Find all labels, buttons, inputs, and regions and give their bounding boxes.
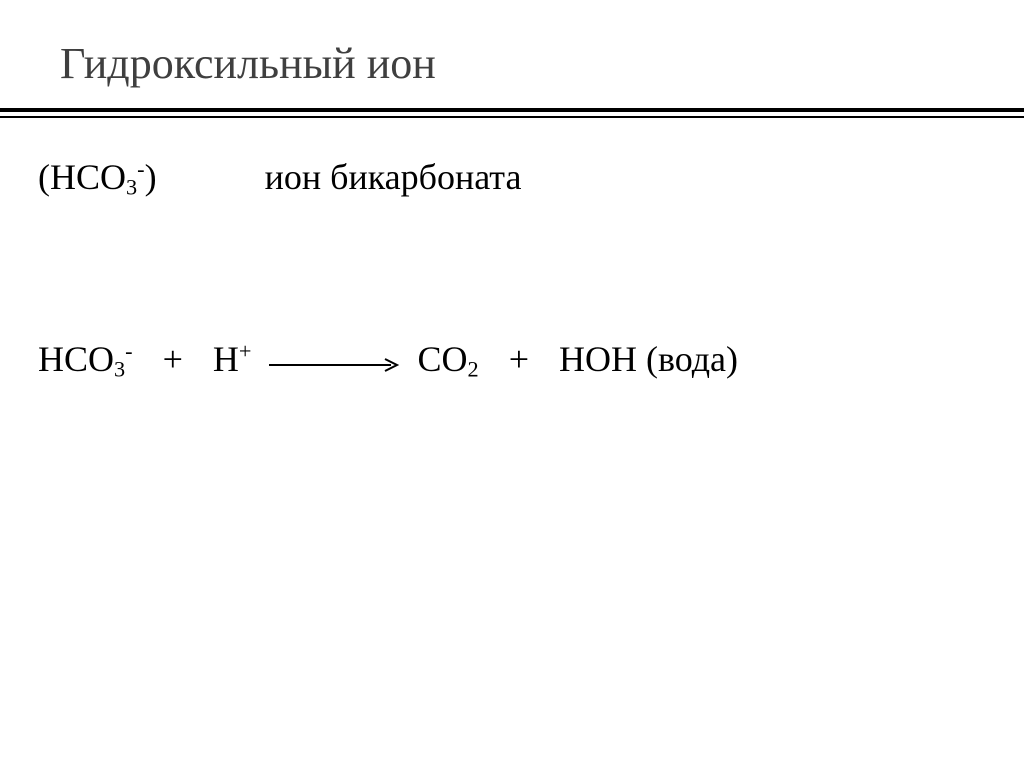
equation-row: HCO3- + H+ CO2 + HOH (вода) xyxy=(38,340,738,383)
eq-h-sup: + xyxy=(239,339,252,364)
slide-title: Гидроксильный ион xyxy=(60,38,436,89)
close-paren: ) xyxy=(145,157,157,197)
bicarbonate-label: ион бикарбоната xyxy=(265,157,522,197)
title-rule-thick xyxy=(0,108,1024,112)
eq-plus-2: + xyxy=(509,339,529,379)
eq-co2-sub: 2 xyxy=(468,357,479,382)
eq-h: H xyxy=(213,339,239,379)
eq-hco3-sub: 3 xyxy=(114,357,125,382)
definition-row: (HCO3-) ион бикарбоната xyxy=(38,158,521,198)
formula-hco3: HCO xyxy=(50,157,126,197)
eq-hco3-sup: - xyxy=(125,339,132,364)
formula-sup-minus: - xyxy=(137,157,144,182)
eq-plus-1: + xyxy=(163,339,183,379)
formula-sub-3: 3 xyxy=(126,175,137,200)
reaction-arrow-icon xyxy=(267,343,403,383)
open-paren: ( xyxy=(38,157,50,197)
eq-hco3: HCO xyxy=(38,339,114,379)
title-rule-thin xyxy=(0,116,1024,118)
slide: Гидроксильный ион (HCO3-)ион бикарбоната… xyxy=(0,0,1024,768)
eq-co2: CO xyxy=(418,339,468,379)
eq-hoh: HOH (вода) xyxy=(559,339,738,379)
